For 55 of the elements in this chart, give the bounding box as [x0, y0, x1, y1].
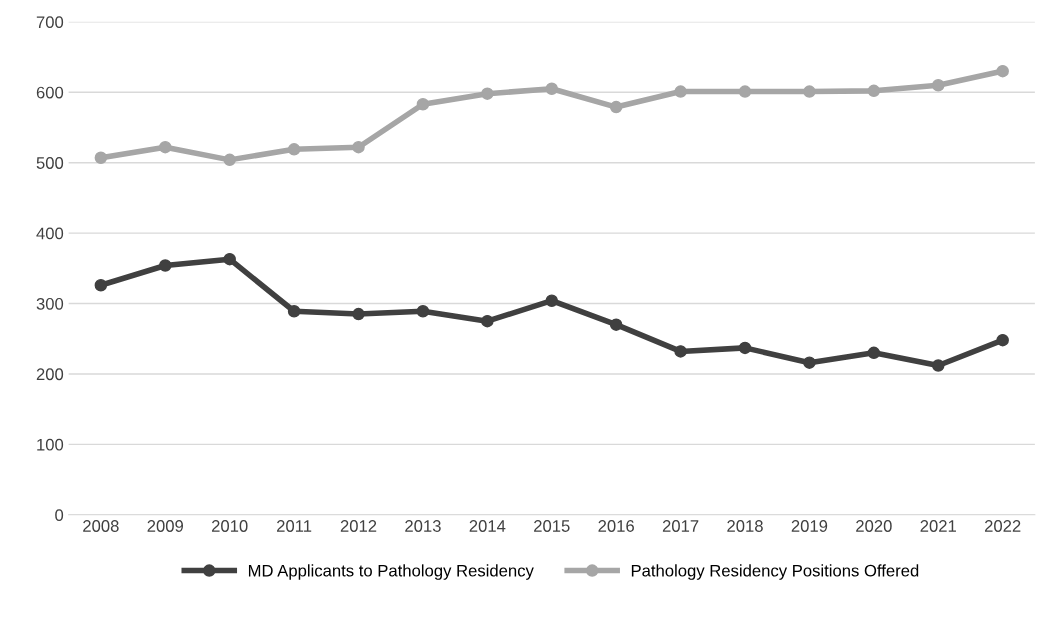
x-tick-label: 2016 [598, 520, 634, 532]
point [932, 78, 945, 92]
point [223, 252, 236, 266]
y-tick-label: 0 [55, 509, 64, 521]
y-tick-label: 400 [36, 227, 64, 240]
point [159, 259, 172, 272]
x-tick-label: 2013 [405, 520, 441, 532]
x-tick-label: 2020 [856, 520, 892, 532]
point [287, 143, 301, 156]
point [738, 85, 752, 98]
x-tick-label: 2008 [83, 520, 119, 532]
point [159, 140, 172, 154]
point [223, 153, 236, 167]
point [867, 84, 881, 98]
point [94, 278, 108, 292]
point [416, 97, 430, 111]
x-tick-label: 2019 [791, 520, 828, 532]
point [94, 151, 108, 165]
point [674, 345, 687, 358]
y-tick-label: 300 [36, 297, 64, 310]
point [416, 305, 430, 318]
point [803, 85, 816, 98]
point [352, 140, 365, 154]
x-tick-label: 2017 [662, 520, 699, 532]
y-tick-label: 700 [36, 16, 64, 29]
point [287, 305, 301, 318]
point [545, 82, 559, 95]
point [996, 333, 1009, 347]
point [481, 314, 494, 328]
y-tick-label: 600 [36, 86, 64, 99]
point [932, 359, 945, 372]
x-tick-label: 2010 [211, 520, 248, 532]
point [738, 341, 752, 355]
x-tick-label: 2015 [534, 520, 570, 532]
point [674, 85, 687, 98]
point [352, 307, 365, 321]
x-tick-label: 2021 [920, 520, 956, 532]
x-tick-label: 2009 [147, 520, 184, 532]
x-tick-label: 2022 [984, 520, 1021, 532]
point [545, 294, 559, 307]
y-tick-label: 200 [36, 368, 64, 381]
y-tick-label: 100 [37, 438, 64, 451]
point [803, 356, 816, 369]
point [609, 318, 623, 331]
legend-label: MD Applicants to Pathology Residency [248, 564, 534, 580]
point [481, 87, 494, 100]
point [996, 64, 1009, 78]
x-tick-label: 2018 [727, 520, 763, 532]
legend-label: Pathology Residency Positions Offered [631, 564, 919, 580]
y-tick-label: 500 [36, 157, 64, 169]
x-tick-label: 2011 [277, 520, 312, 532]
point [609, 100, 623, 114]
x-tick-label: 2012 [340, 520, 377, 532]
point [867, 346, 881, 360]
x-tick-label: 2014 [469, 520, 506, 532]
